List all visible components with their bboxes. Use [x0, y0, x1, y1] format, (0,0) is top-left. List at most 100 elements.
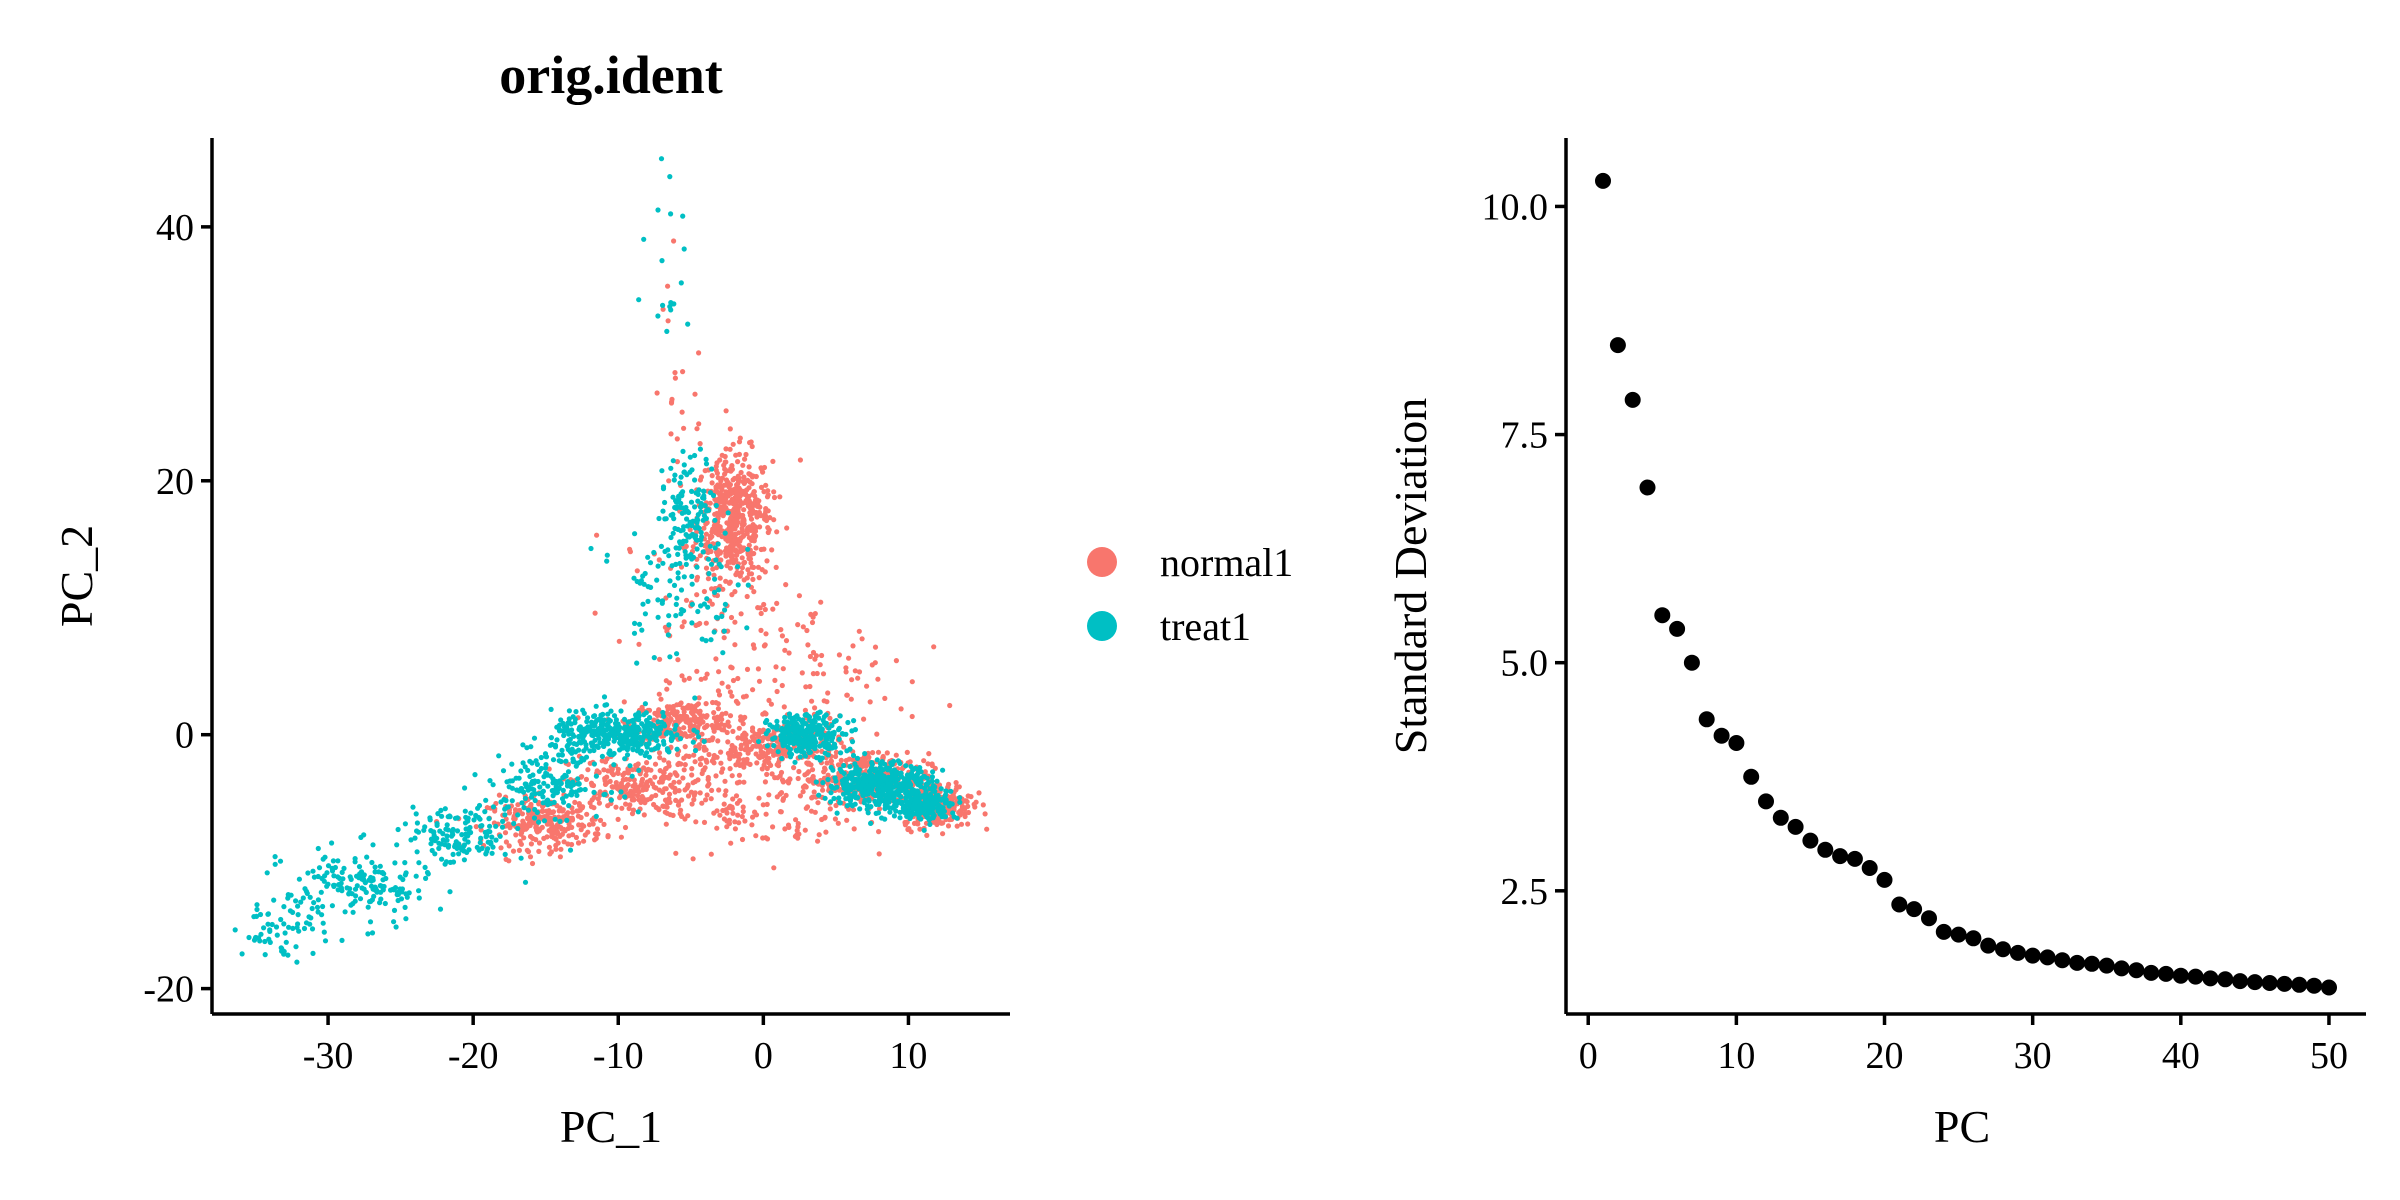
pca-point-treat1: [616, 727, 622, 733]
pca-point-normal1: [811, 789, 817, 795]
pca-point-treat1: [477, 840, 483, 846]
pca-point-normal1: [726, 723, 732, 729]
pca-point-normal1: [980, 802, 986, 808]
elbow-point: [2039, 949, 2056, 966]
pca-point-treat1: [869, 787, 875, 793]
pca-point-treat1: [556, 752, 562, 758]
pca-point-treat1: [529, 780, 535, 787]
pca-point-treat1: [529, 792, 535, 798]
pca-point-treat1: [566, 708, 573, 714]
pca-point-normal1: [689, 711, 696, 717]
elbow-y-tick-label: 10.0: [1482, 186, 1549, 228]
pca-point-treat1: [802, 753, 809, 759]
pca-point-treat1: [487, 823, 493, 829]
pca-point-normal1: [769, 547, 775, 553]
pca-point-treat1: [416, 895, 422, 901]
pca-point-normal1: [755, 666, 762, 672]
pca-point-treat1: [669, 563, 675, 569]
pca-point-treat1: [675, 551, 681, 558]
pca-point-normal1: [724, 545, 730, 551]
pca-point-normal1: [739, 836, 746, 843]
pca-point-normal1: [778, 627, 784, 633]
pca-point-normal1: [764, 494, 771, 500]
pca-point-treat1: [825, 741, 832, 747]
pca-point-normal1: [880, 755, 886, 761]
pca-point-normal1: [679, 673, 685, 679]
pca-point-treat1: [329, 840, 335, 846]
pca-point-normal1: [816, 832, 822, 838]
pca-point-treat1: [689, 488, 695, 494]
pca-point-treat1: [685, 321, 691, 327]
pca-point-treat1: [815, 710, 821, 716]
pca-point-normal1: [728, 840, 734, 846]
pca-point-treat1: [918, 783, 924, 790]
pca-point-normal1: [817, 662, 823, 668]
pca-point-treat1: [434, 822, 440, 829]
pca-point-normal1: [692, 790, 698, 796]
pca-point-normal1: [758, 484, 765, 490]
pca-point-normal1: [654, 390, 660, 396]
pca-point-normal1: [518, 841, 525, 847]
pca-point-normal1: [722, 778, 728, 784]
pca-point-treat1: [486, 816, 492, 822]
pca-point-normal1: [734, 569, 740, 576]
pca-point-normal1: [626, 791, 632, 797]
pca-point-treat1: [927, 796, 933, 802]
pca-point-treat1: [660, 302, 666, 308]
pca-point-normal1: [768, 701, 775, 707]
pca-point-treat1: [712, 576, 718, 582]
pca-point-treat1: [673, 498, 679, 504]
pca-point-normal1: [703, 714, 709, 720]
legend-label-treat1: treat1: [1160, 604, 1251, 649]
pca-point-normal1: [758, 627, 764, 634]
pca-point-normal1: [587, 800, 593, 806]
pca-point-treat1: [865, 810, 871, 816]
pca-point-treat1: [484, 848, 490, 855]
pca-point-treat1: [382, 900, 388, 907]
pca-point-normal1: [727, 426, 733, 432]
pca-point-normal1: [725, 739, 731, 745]
pca-point-treat1: [380, 887, 386, 893]
pca-point-normal1: [524, 847, 530, 853]
pca-point-normal1: [748, 527, 754, 534]
pca-point-normal1: [665, 318, 671, 324]
pca-point-treat1: [674, 746, 680, 752]
pca-point-treat1: [618, 741, 624, 748]
pca-point-normal1: [546, 844, 553, 850]
pca-point-treat1: [670, 530, 676, 536]
elbow-x-tick-label: 0: [1579, 1035, 1598, 1077]
pca-point-normal1: [764, 801, 770, 808]
pca-point-treat1: [528, 744, 534, 750]
pca-point-normal1: [778, 769, 785, 776]
pca-point-normal1: [697, 441, 703, 447]
pca-point-treat1: [675, 575, 681, 581]
pca-point-treat1: [807, 717, 813, 723]
pca-point-normal1: [753, 545, 759, 551]
pca-point-treat1: [611, 713, 618, 719]
pca-point-normal1: [760, 711, 766, 717]
pca-point-treat1: [278, 916, 284, 923]
pca-point-treat1: [744, 625, 750, 631]
pca-point-normal1: [526, 820, 532, 826]
pca-point-normal1: [738, 746, 744, 752]
pca-point-treat1: [369, 930, 376, 936]
pca-point-treat1: [666, 592, 673, 598]
pca-point-treat1: [479, 823, 485, 829]
pca-point-treat1: [433, 835, 439, 842]
pca-point-normal1: [884, 750, 890, 756]
pca-point-treat1: [780, 738, 786, 744]
pca-point-normal1: [594, 532, 600, 538]
pca-point-treat1: [813, 725, 819, 732]
pca-point-treat1: [568, 784, 574, 790]
pca-point-normal1: [850, 643, 856, 649]
pca-point-normal1: [579, 774, 585, 780]
pca-point-treat1: [394, 842, 400, 848]
pca-point-treat1: [839, 731, 846, 737]
pca-point-normal1: [962, 798, 968, 804]
pca-point-normal1: [810, 649, 817, 656]
pca-point-normal1: [783, 638, 790, 644]
pca-point-treat1: [939, 814, 945, 820]
pca-point-treat1: [565, 769, 572, 775]
pca-point-normal1: [478, 827, 484, 833]
pca-point-treat1: [525, 767, 531, 774]
